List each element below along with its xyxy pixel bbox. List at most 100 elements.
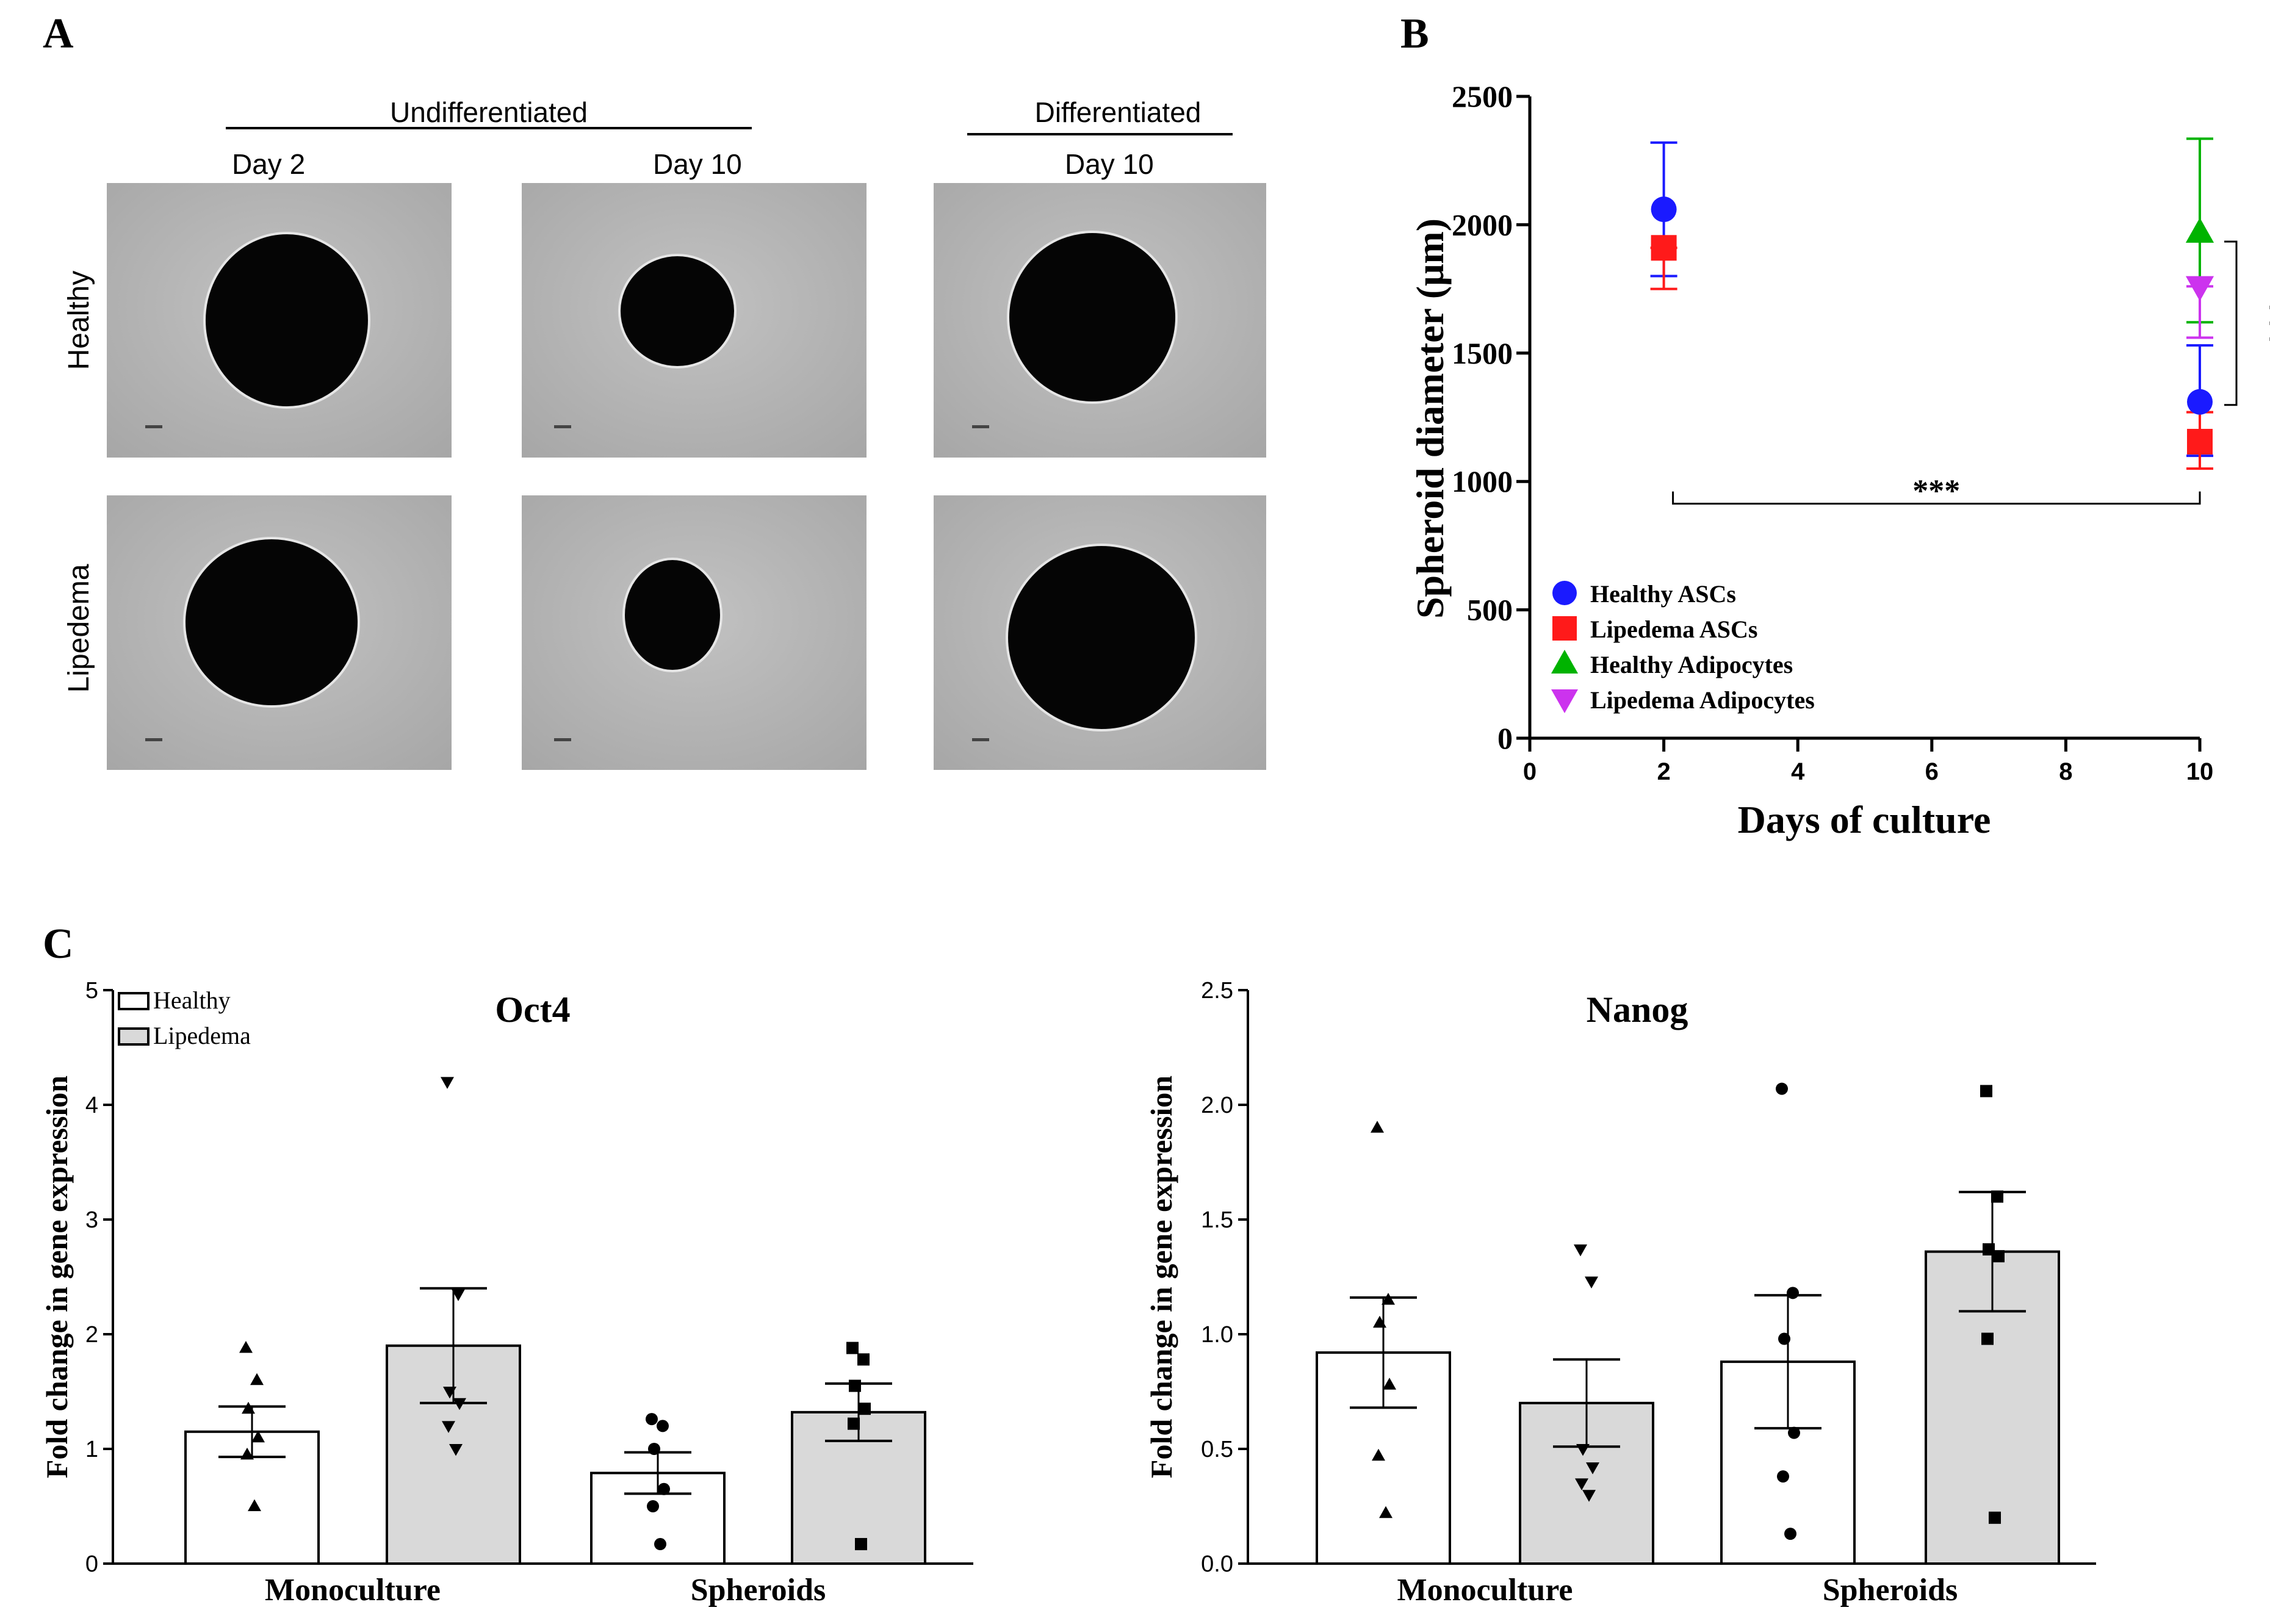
legend-swatch: [118, 1027, 150, 1046]
data-point: [1787, 1287, 1799, 1299]
spheroid: [618, 254, 737, 368]
y-tick-label: 0.0: [1201, 1551, 1233, 1577]
chart-title: Oct4: [495, 990, 570, 1030]
data-point: [441, 1077, 454, 1089]
significance-label: ***: [2254, 300, 2270, 347]
scale-bar: [972, 738, 989, 741]
chart-oct4: Oct4 Fold change in gene expression 0 1 2 3 4 5…: [40, 978, 973, 1608]
y-tick-label: 0: [85, 1551, 98, 1577]
legend-swatch: [118, 992, 150, 1010]
y-tick-label: 2: [85, 1322, 98, 1348]
x-tick-label: 6: [1925, 758, 1939, 785]
data-point: [849, 1379, 861, 1392]
data-point: [1788, 1426, 1800, 1439]
data-point: [1582, 1490, 1596, 1502]
panel-b-diameter-chart: B Spheroid diameter (μm) Days of culture…: [1400, 10, 2270, 841]
scale-bar: [145, 425, 162, 428]
column-label-day10-undiff: Day 10: [653, 148, 742, 180]
data-point: [251, 1430, 265, 1443]
data-point: [1981, 1332, 1994, 1345]
spheroid: [1006, 544, 1197, 731]
x-tick-label: 8: [2059, 758, 2072, 785]
significance-bracket-vertical: [2224, 240, 2238, 406]
data-point: [1784, 1528, 1796, 1540]
data-point: [1992, 1250, 2005, 1263]
data-point: [1371, 1121, 1384, 1133]
data-point: [250, 1373, 264, 1385]
y-tick-label: 1500: [1452, 336, 1513, 370]
panel-c-letter: C: [43, 921, 74, 968]
data-point: [1651, 235, 1677, 261]
legend-label: Healthy: [153, 986, 231, 1014]
data-point: [1585, 1276, 1598, 1289]
data-point: [1576, 1444, 1590, 1456]
legend-swatch: [1551, 650, 1578, 674]
spheroid: [1007, 231, 1178, 404]
legend-swatch: [1552, 616, 1577, 641]
data-point: [857, 1353, 870, 1366]
y-tick-label: 0: [1497, 721, 1513, 755]
micrograph-healthy-day2: [107, 183, 452, 458]
column-label-day2: Day 2: [232, 148, 305, 180]
y-tick-label: 2.0: [1201, 1093, 1233, 1118]
data-point: [646, 1413, 658, 1426]
data-point: [449, 1444, 463, 1456]
data-point: [1586, 1462, 1599, 1475]
data-point: [1383, 1378, 1396, 1390]
data-point: [848, 1417, 860, 1430]
legend-label: Lipedema ASCs: [1590, 616, 1758, 643]
data-point: [242, 1401, 255, 1414]
data-point: [1372, 1448, 1385, 1461]
micrograph-healthy-day10-undiff: [522, 183, 867, 458]
data-point: [1983, 1243, 1995, 1256]
scale-bar: [554, 738, 571, 741]
x-group-label: Monoculture: [265, 1573, 441, 1608]
legend-label: Lipedema: [153, 1022, 251, 1049]
micrograph-healthy-day10-diff: [934, 183, 1266, 458]
micrograph-lipedema-day10-undiff: [522, 495, 867, 770]
spheroid: [203, 232, 370, 409]
data-point: [1776, 1082, 1788, 1095]
legend-label: Healthy ASCs: [1590, 580, 1736, 608]
data-point: [1575, 1478, 1588, 1490]
y-axis-label: Fold change in gene expression: [40, 1076, 74, 1478]
panel-b-letter: B: [1400, 10, 1429, 57]
significance-bracket-horizontal: [1672, 491, 2201, 505]
y-tick-label: 2000: [1452, 207, 1513, 242]
panel-a-micrographs: A Undifferentiated Differentiated Day 2 …: [43, 10, 1266, 770]
y-tick-label: 2.5: [1201, 978, 1233, 1004]
chart-nanog: Nanog Fold change in gene expression 0.0 0.…: [1144, 978, 2096, 1608]
panel-c-gene-expression: C Oct4 Fold change in gene expression 0 1 2 3…: [40, 921, 2096, 1608]
legend-swatch: [1552, 581, 1577, 605]
legend-swatch: [1551, 689, 1578, 713]
scale-bar: [972, 425, 989, 428]
data-point: [1574, 1244, 1587, 1257]
chart-b-axes: 0 500 1000 1500 2000 2500 0 2 4 6 8 10: [1452, 79, 2213, 785]
y-tick-label: 1000: [1452, 464, 1513, 498]
data-point: [2187, 389, 2213, 415]
scale-bar: [554, 425, 571, 428]
y-axis-label: Fold change in gene expression: [1144, 1076, 1178, 1478]
x-group-label: Spheroids: [1823, 1573, 1958, 1608]
y-tick-label: 2500: [1452, 79, 1513, 113]
data-point: [846, 1342, 859, 1354]
legend-label: Lipedema Adipocytes: [1590, 686, 1815, 714]
data-point: [1373, 1315, 1386, 1328]
chart-b-legend: Healthy ASCs Lipedema ASCs Healthy Adipocy…: [1551, 580, 1815, 714]
spheroid: [622, 558, 722, 672]
legend-label: Healthy Adipocytes: [1590, 651, 1793, 678]
group-label-undifferentiated: Undifferentiated: [390, 96, 588, 128]
data-point: [1777, 1470, 1789, 1483]
data-point: [1991, 1190, 2003, 1203]
chart-b-ylabel: Spheroid diameter (μm): [1408, 218, 1452, 619]
data-point: [1382, 1293, 1395, 1305]
y-tick-label: 5: [85, 978, 98, 1004]
x-tick-label: 0: [1523, 758, 1537, 785]
y-tick-label: 4: [85, 1093, 98, 1118]
data-point: [2185, 217, 2214, 243]
data-point: [654, 1538, 666, 1551]
data-point: [1989, 1511, 2001, 1524]
y-tick-label: 3: [85, 1207, 98, 1233]
data-point: [658, 1482, 670, 1495]
